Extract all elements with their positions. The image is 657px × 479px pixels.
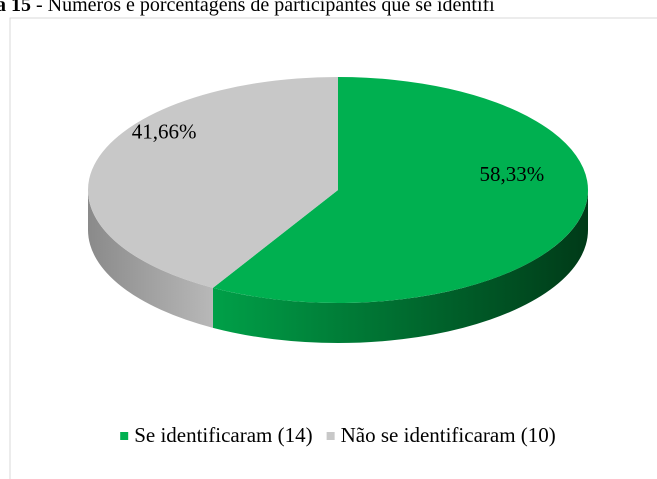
slice [88,77,338,288]
figure-label: a 15 [0,0,31,16]
title-text: - Números e porcentagens de participante… [36,0,495,16]
legend-label: Se identificaram (14) [134,423,312,447]
slice-side [88,190,213,328]
legend-label: Não se identificaram (10) [341,423,556,447]
data-label: 58,33% [479,162,544,186]
chart-frame [9,17,657,479]
legend-swatch [120,432,129,440]
slice-side [212,190,588,343]
legend-swatch [326,432,335,440]
legend: Se identificaram (14) Não se identificara… [120,423,556,447]
data-label: 41,66% [132,120,197,144]
pie: 58,33% 41,66% [88,77,588,343]
title: a 15 - Números e porcentagens de particip… [0,0,495,16]
slice [212,77,588,303]
